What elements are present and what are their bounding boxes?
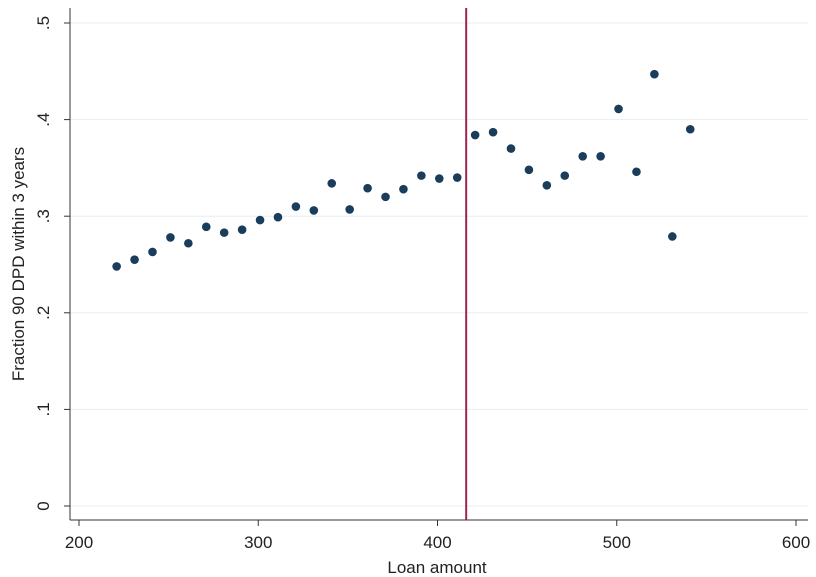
data-point (273, 212, 283, 222)
data-point (434, 174, 444, 183)
x-tick-label: 500 (603, 533, 631, 552)
x-tick-label: 600 (782, 533, 810, 552)
y-axis-title: Fraction 90 DPD within 3 years (9, 147, 28, 381)
data-point (130, 255, 139, 264)
x-tick-label: 300 (244, 533, 272, 552)
data-point (381, 192, 390, 202)
gridlines (70, 22, 808, 507)
y-tick-label: .5 (34, 16, 53, 30)
data-point (219, 228, 229, 237)
data-point (148, 247, 157, 257)
x-tick-label: 200 (65, 533, 93, 552)
data-point (650, 69, 659, 79)
data-point (112, 262, 121, 271)
data-point (685, 124, 695, 134)
data-point (201, 222, 211, 232)
data-point (255, 215, 265, 225)
data-point (237, 225, 247, 235)
y-ticks: 0 .1 .2 .3 .4 .5 (34, 16, 70, 511)
data-point (596, 152, 605, 161)
data-point (345, 205, 354, 214)
data-point (166, 233, 175, 242)
data-point (452, 173, 462, 182)
axes (69, 8, 808, 521)
data-point (470, 130, 480, 140)
data-point (417, 171, 426, 180)
data-point (578, 152, 587, 161)
data-point (668, 232, 677, 241)
y-tick-label: .1 (34, 402, 53, 416)
data-point (327, 179, 337, 188)
y-tick-label: .4 (34, 113, 53, 127)
data-point (309, 206, 319, 215)
data-point (560, 171, 570, 180)
data-point (488, 127, 498, 137)
data-point (399, 184, 408, 194)
x-tick-label: 400 (423, 533, 451, 552)
data-point (632, 167, 641, 177)
y-tick-label: 0 (34, 501, 53, 510)
data-point (614, 104, 623, 114)
data-point (363, 183, 372, 193)
y-tick-label: .2 (34, 306, 53, 320)
data-point (542, 180, 552, 190)
data-point (506, 144, 516, 153)
x-ticks: 200 300 400 500 600 (65, 520, 810, 552)
y-tick-label: .3 (34, 209, 53, 223)
data-point (291, 202, 301, 211)
data-points (112, 69, 695, 271)
data-point (184, 238, 193, 248)
data-point (524, 165, 534, 175)
x-axis-title: Loan amount (387, 558, 487, 577)
